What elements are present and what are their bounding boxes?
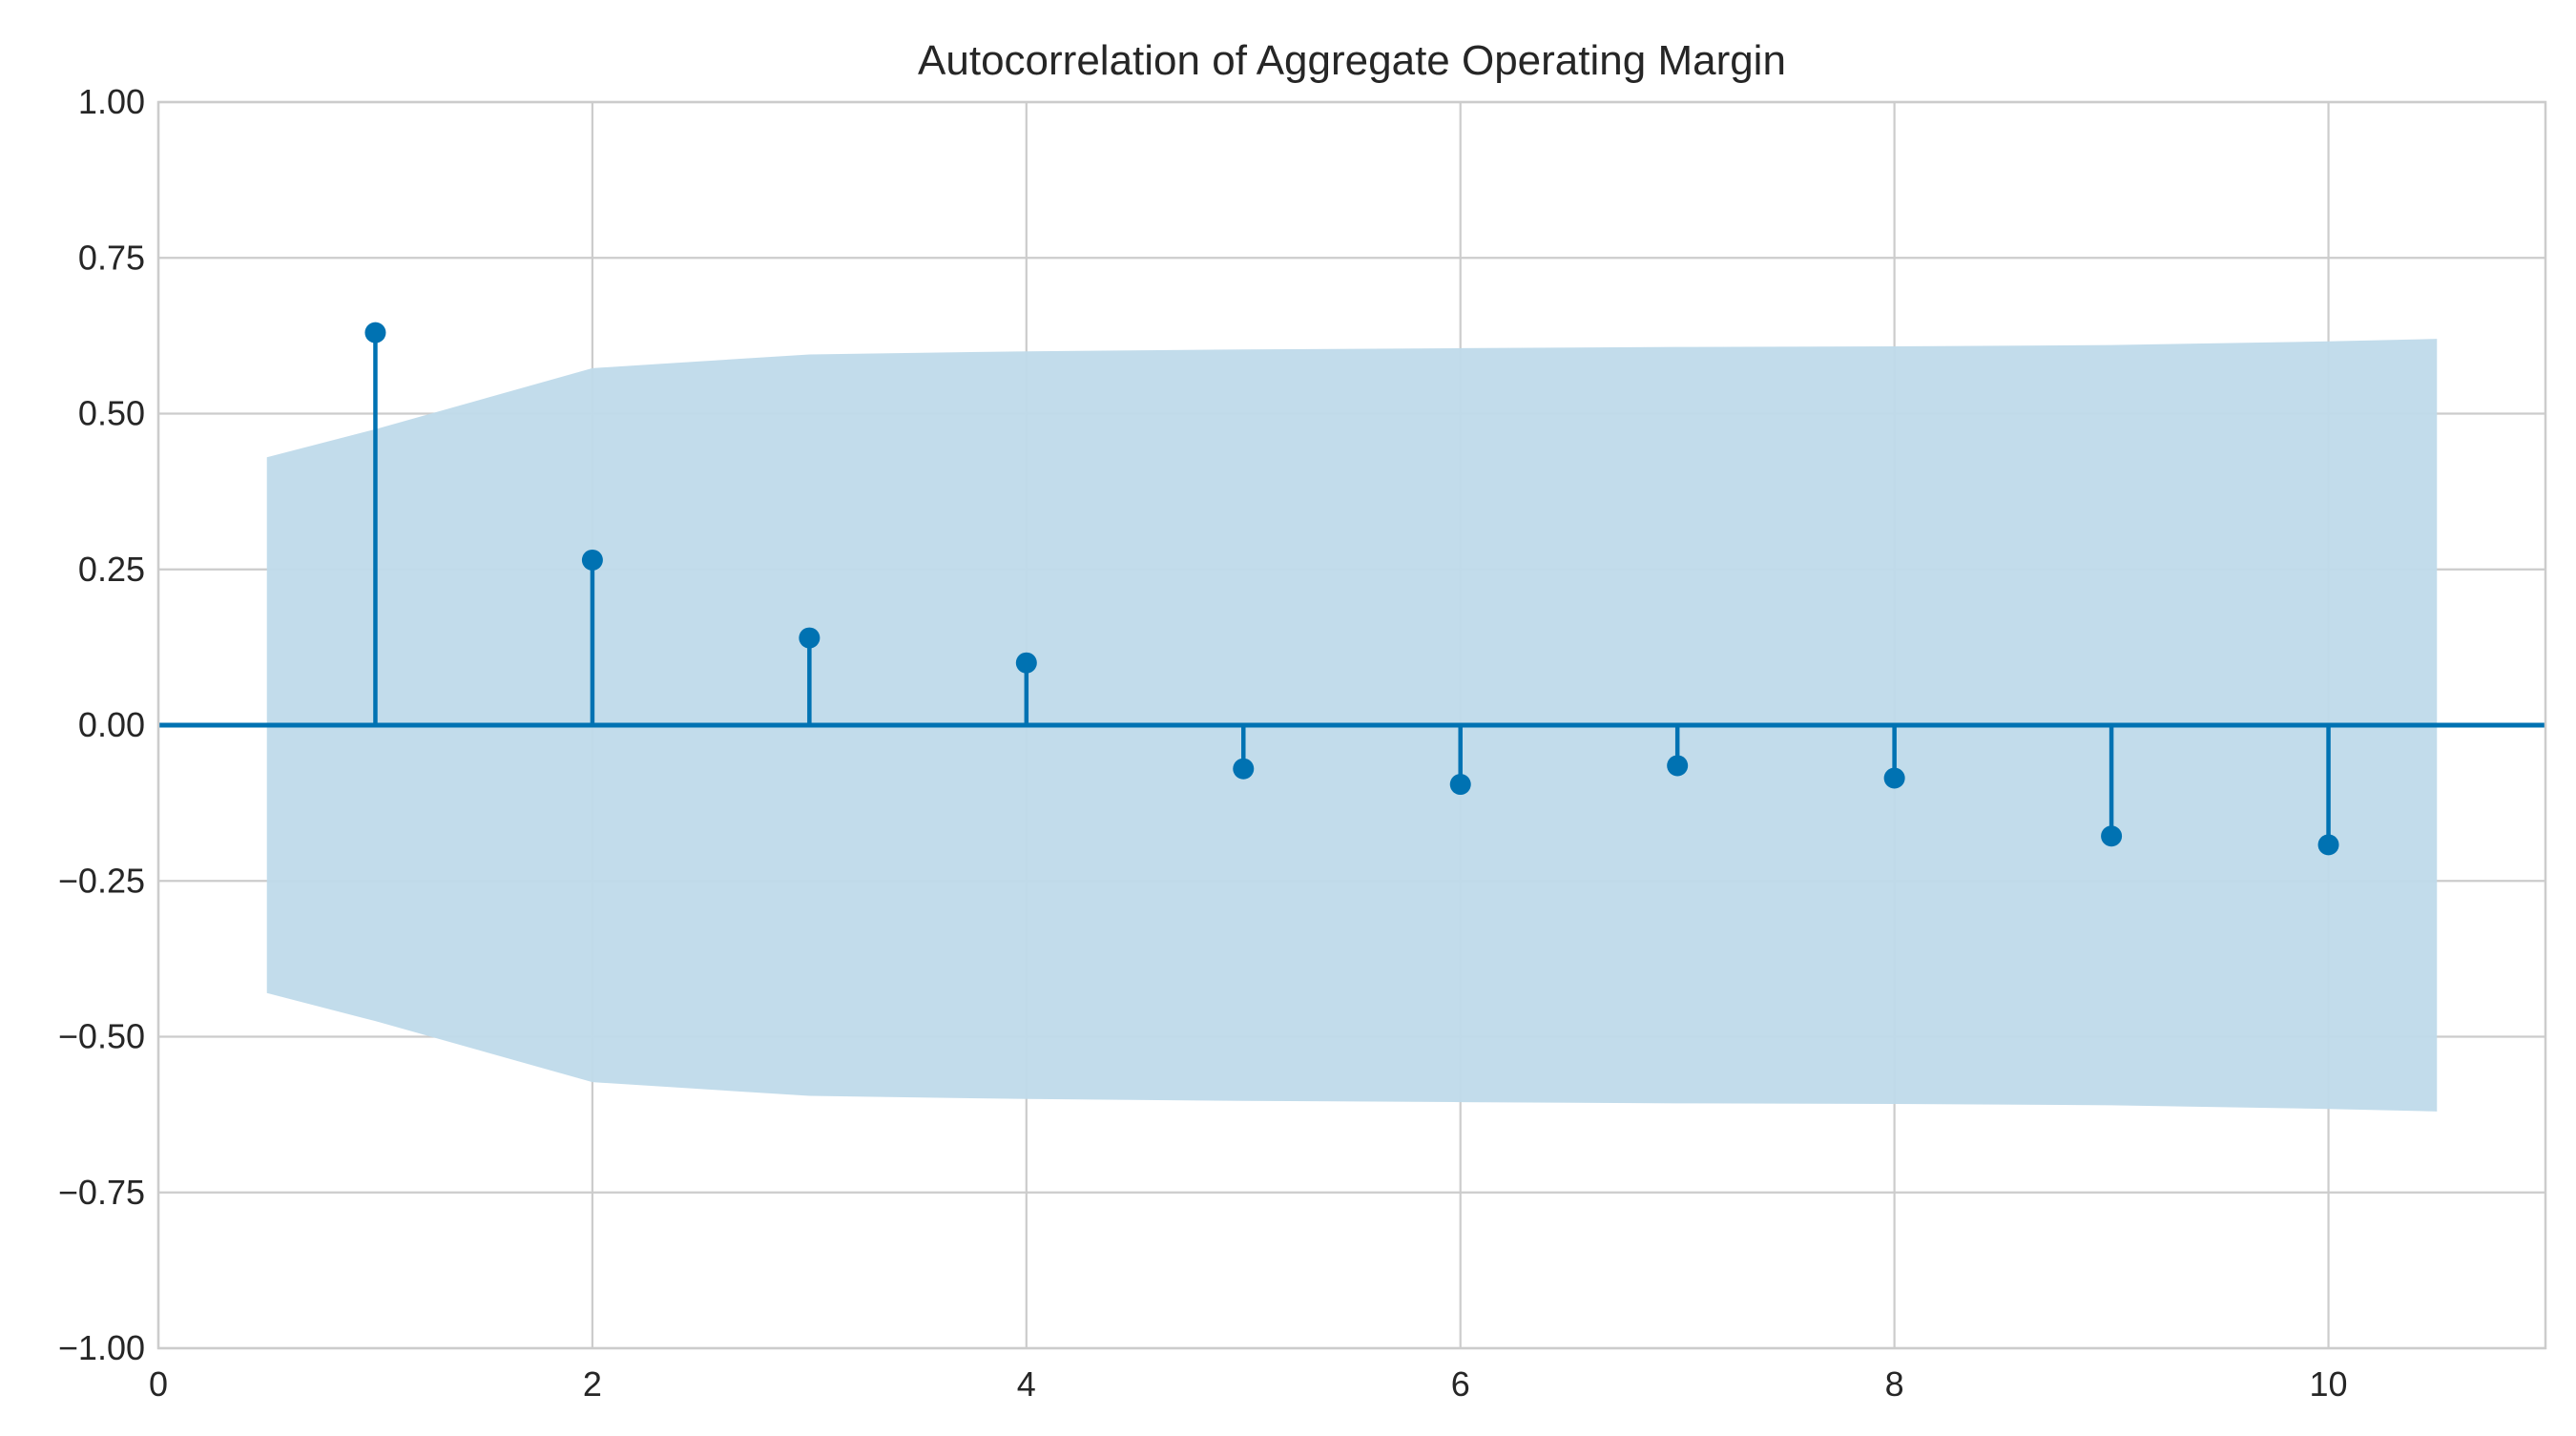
chart-title: Autocorrelation of Aggregate Operating M… xyxy=(918,37,1786,84)
acf-marker-lag-5 xyxy=(1233,758,1255,780)
acf-marker-lag-4 xyxy=(1015,652,1037,674)
acf-marker-lag-8 xyxy=(1883,767,1905,789)
x-tick-label: 2 xyxy=(583,1364,602,1404)
y-tick-label: 1.00 xyxy=(78,82,145,121)
y-tick-label: 0.00 xyxy=(78,705,145,744)
y-tick-label: −0.25 xyxy=(58,861,145,900)
acf-marker-lag-9 xyxy=(2101,825,2123,847)
acf-marker-lag-6 xyxy=(1449,774,1471,796)
y-tick-label: 0.25 xyxy=(78,550,145,589)
x-tick-label: 4 xyxy=(1017,1364,1036,1404)
x-tick-label: 6 xyxy=(1451,1364,1470,1404)
x-tick-label: 0 xyxy=(149,1364,168,1404)
y-tick-label: 0.50 xyxy=(78,394,145,433)
acf-marker-lag-10 xyxy=(2317,834,2339,856)
acf-marker-lag-3 xyxy=(799,627,821,649)
acf-marker-lag-2 xyxy=(581,549,603,571)
y-tick-label: −0.50 xyxy=(58,1017,145,1056)
y-tick-label: −0.75 xyxy=(58,1173,145,1212)
acf-marker-lag-7 xyxy=(1667,755,1689,777)
plot-frame xyxy=(156,100,2547,1350)
acf-marker-lag-1 xyxy=(364,322,386,343)
x-tick-label: 8 xyxy=(1885,1364,1904,1404)
tick-labels: 0 2 4 6 8 10 1.00 0.75 0.50 0.25 0.00 −0.25 −0.50 −0.… xyxy=(58,82,2348,1404)
y-tick-label: −1.00 xyxy=(58,1328,145,1367)
axes-spines xyxy=(156,100,2547,1350)
stem-layer xyxy=(158,322,2545,856)
y-tick-label: 0.75 xyxy=(78,238,145,277)
x-tick-label: 10 xyxy=(2310,1364,2348,1404)
